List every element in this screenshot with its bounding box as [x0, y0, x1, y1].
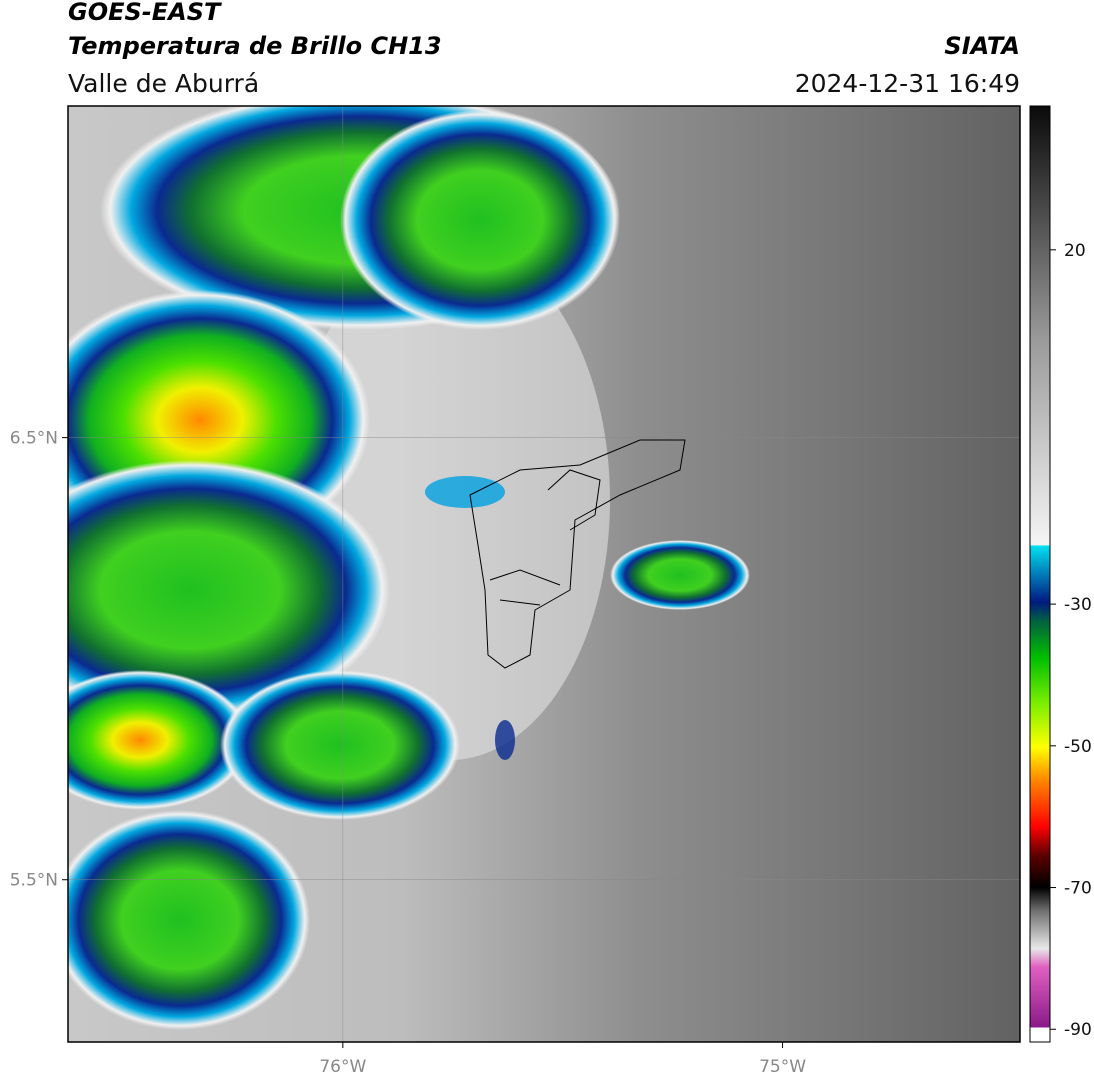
subtitle: Temperatura de Brillo CH13	[68, 32, 442, 60]
colorbar-tick-label: -30	[1064, 595, 1092, 615]
source: SIATA	[944, 32, 1020, 60]
colorbar-tick-label: -90	[1064, 1020, 1092, 1040]
lon-label: 76°W	[319, 1057, 366, 1077]
colorbar-tick-label: -50	[1064, 737, 1092, 757]
title: GOES-EAST	[68, 0, 222, 26]
lon-label: 75°W	[759, 1057, 806, 1077]
colorbar-tick-label: -70	[1064, 879, 1092, 899]
datetime: 2024-12-31 16:49	[795, 69, 1020, 98]
colorbar-tick-label: 20	[1064, 241, 1086, 261]
colorbar-ticks: 20 -30 -50 -70 -90	[1050, 241, 1092, 1040]
graticule: 6.5°N 5.5°N 76°W 75°W	[10, 106, 1020, 1077]
lat-label: 5.5°N	[10, 871, 58, 891]
colorbar	[1029, 105, 1051, 1043]
map-frame	[67, 105, 1021, 1043]
satellite-image	[68, 106, 1020, 1042]
lat-label: 6.5°N	[10, 429, 58, 449]
region: Valle de Aburrá	[68, 69, 259, 98]
